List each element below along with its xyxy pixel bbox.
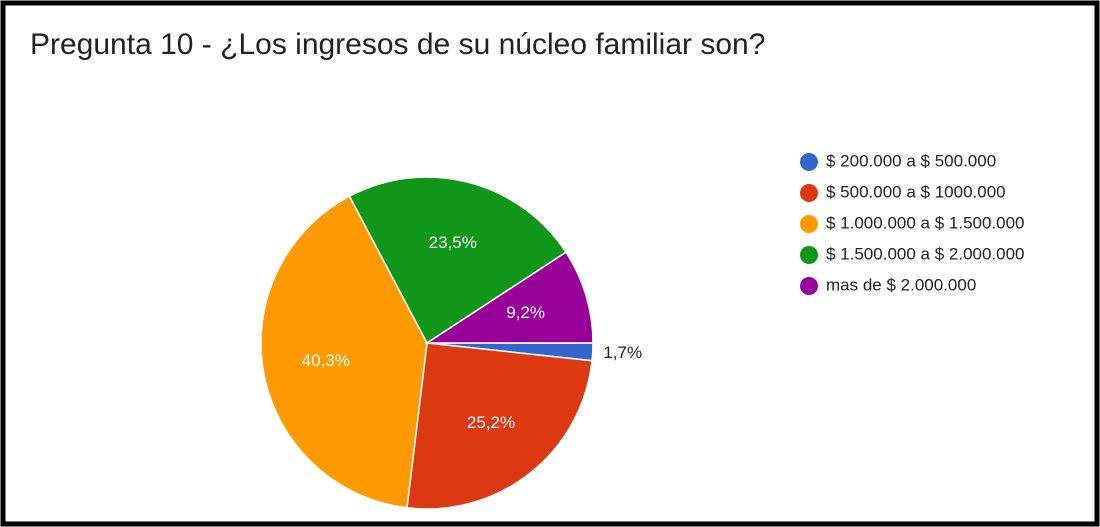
pie-slice — [406, 342, 593, 510]
legend-swatch — [800, 246, 818, 264]
chart-title: Pregunta 10 - ¿Los ingresos de su núcleo… — [30, 28, 765, 61]
legend-label: $ 1.500.000 a $ 2.000.000 — [826, 244, 1025, 263]
slice-label: 25,2% — [467, 413, 515, 432]
legend-swatch — [800, 153, 818, 171]
legend-label: mas de $ 2.000.000 — [826, 275, 976, 294]
legend-swatch — [800, 184, 818, 202]
legend-label: $ 1.000.000 a $ 1.500.000 — [826, 213, 1025, 232]
slice-label: 23,5% — [429, 233, 477, 252]
legend-label: $ 200.000 a $ 500.000 — [826, 151, 996, 170]
legend-label: $ 500.000 a $ 1000.000 — [826, 182, 1006, 201]
legend-swatch — [800, 277, 818, 295]
slice-label: 9,2% — [506, 303, 545, 322]
pie-slice — [348, 176, 568, 345]
legend-swatch — [800, 215, 818, 233]
slice-label: 40,3% — [302, 351, 350, 370]
pie-slice — [260, 195, 428, 509]
slice-label: 1,7% — [603, 343, 642, 362]
pie-slice — [424, 251, 594, 344]
